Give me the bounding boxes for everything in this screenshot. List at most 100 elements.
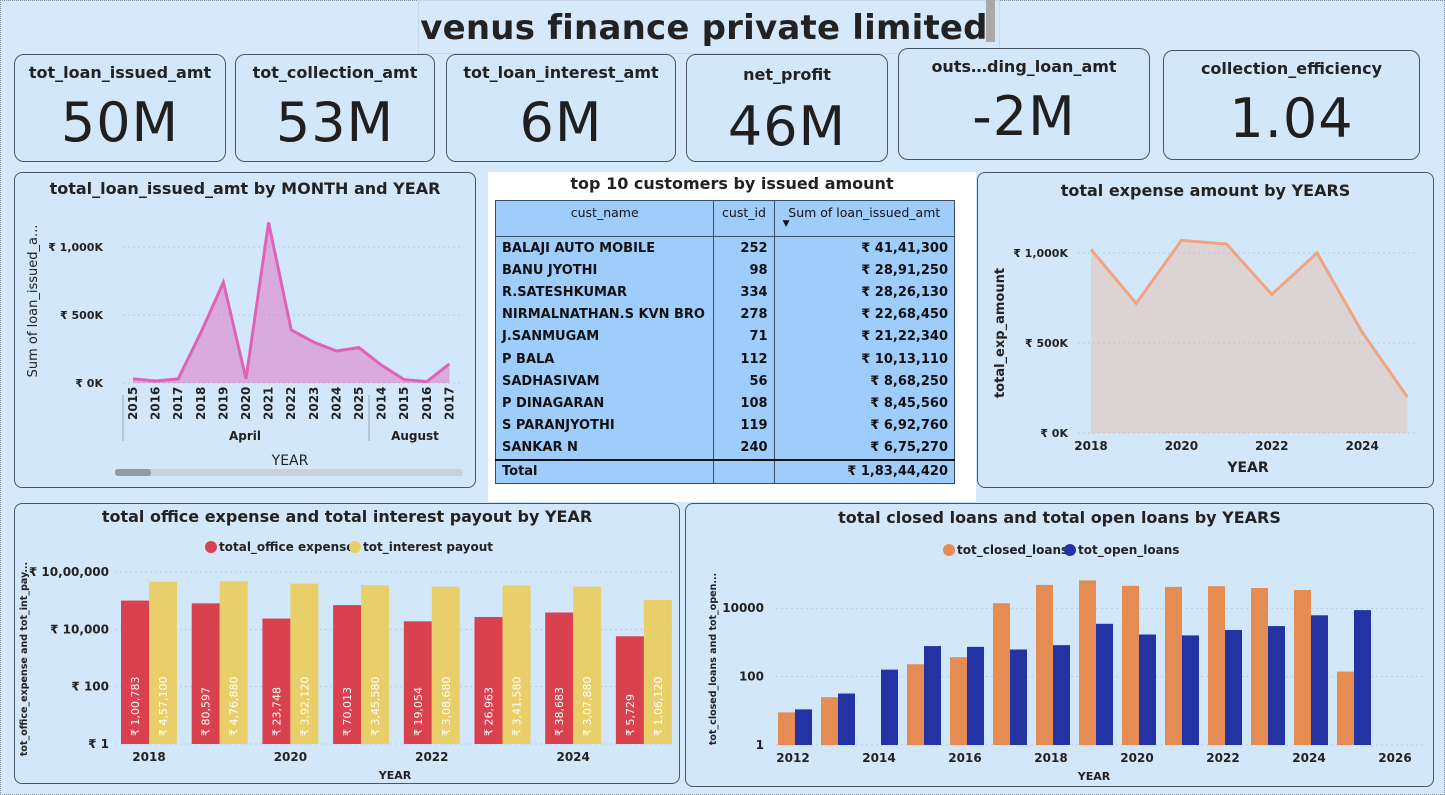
- cell-cust-id: 71: [713, 325, 775, 348]
- table-row[interactable]: S PARANJYOTHI 119 ₹ 6,92,760: [494, 414, 956, 437]
- sort-desc-icon[interactable]: ▼: [782, 219, 790, 229]
- y-axis-label: total_exp_amount: [993, 268, 1008, 398]
- chart-title: total_loan_issued_amt by MONTH and YEAR: [49, 179, 441, 198]
- kpi-card-net-profit[interactable]: net_profit 46M: [686, 54, 888, 162]
- month-group-label: August: [391, 429, 439, 443]
- cell-cust-name: SADHASIVAM: [494, 370, 715, 393]
- x-tick-label: 2024: [1345, 439, 1378, 453]
- x-tick-label: 2020: [274, 750, 307, 764]
- cell-cust-name: NIRMALNATHAN.S KVN BRO: [494, 303, 715, 326]
- kpi-value: 50M: [60, 91, 180, 154]
- bar: [1268, 626, 1285, 745]
- y-tick-label: 100: [739, 670, 764, 684]
- kpi-label: tot_collection_amt: [252, 63, 418, 82]
- y-axis-label: tot_office_expense and tot_int_pay...: [19, 562, 30, 756]
- bar-data-label: ₹ 1,00,783: [129, 677, 142, 736]
- x-tick-label: 2017: [171, 387, 185, 420]
- total-label: Total: [494, 458, 715, 484]
- x-tick-label: 2020: [239, 387, 253, 420]
- expense-chart[interactable]: total expense amount by YEARS ₹ 0K ₹ 500K…: [977, 172, 1434, 488]
- x-axis-label: YEAR: [378, 769, 412, 782]
- kpi-value: 6M: [519, 91, 603, 154]
- x-tick-label: 2016: [149, 387, 163, 420]
- bar-data-label: ₹ 1,06,120: [652, 677, 665, 736]
- cell-cust-id: 108: [713, 392, 775, 415]
- office-interest-chart[interactable]: total office expense and total interest …: [14, 503, 680, 784]
- bar: [502, 585, 531, 744]
- table-row[interactable]: NIRMALNATHAN.S KVN BRO 278 ₹ 22,68,450: [494, 303, 956, 326]
- area-fill: [133, 222, 450, 383]
- x-tick-label: 2014: [862, 751, 895, 765]
- loan-issued-chart[interactable]: total_loan_issued_amt by MONTH and YEAR …: [14, 172, 476, 488]
- table-row[interactable]: P DINAGARAN 108 ₹ 8,45,560: [494, 392, 956, 415]
- kpi-card-interest[interactable]: tot_loan_interest_amt 6M: [446, 54, 676, 162]
- table-row[interactable]: SADHASIVAM 56 ₹ 8,68,250: [494, 370, 956, 393]
- top-customers-table-visual[interactable]: top 10 customers by issued amount cust_n…: [488, 172, 976, 502]
- y-tick-label: ₹ 1,000K: [1013, 247, 1068, 260]
- x-tick-label: 2020: [1120, 751, 1153, 765]
- bar: [1079, 580, 1096, 745]
- table-row[interactable]: BANU JYOTHI 98 ₹ 28,91,250: [494, 259, 956, 282]
- bar: [573, 586, 602, 744]
- total-empty: [713, 458, 775, 484]
- y-tick-label: ₹ 10,00,000: [29, 565, 109, 579]
- loans-chart[interactable]: total closed loans and total open loans …: [685, 503, 1434, 787]
- cell-issued-amt: ₹ 8,68,250: [773, 370, 956, 393]
- bar: [1294, 590, 1311, 745]
- kpi-value: -2M: [972, 85, 1076, 148]
- series-line: [1089, 238, 1409, 398]
- x-tick-label: 2026: [1378, 751, 1411, 765]
- bar: [907, 664, 924, 745]
- kpi-label: net_profit: [743, 65, 831, 84]
- y-tick-label: 10000: [722, 601, 764, 615]
- col-header-cust-name[interactable]: cust_name: [494, 200, 715, 237]
- bar: [778, 712, 795, 745]
- col-header-label: Sum of loan_issued_amt: [788, 205, 941, 220]
- kpi-card-collection[interactable]: tot_collection_amt 53M: [235, 54, 435, 162]
- kpi-card-loan-issued[interactable]: tot_loan_issued_amt 50M: [14, 54, 226, 162]
- kpi-value: 53M: [275, 91, 395, 154]
- cell-issued-amt: ₹ 8,45,560: [773, 392, 956, 415]
- bar: [881, 669, 898, 745]
- x-tick-label: 2022: [1255, 439, 1288, 453]
- x-tick-label: 2018: [194, 387, 208, 420]
- bar: [1053, 645, 1070, 745]
- cell-issued-amt: ₹ 10,13,110: [773, 347, 956, 371]
- x-tick-label: 2019: [216, 387, 230, 420]
- cell-issued-amt: ₹ 6,92,760: [773, 414, 956, 437]
- table-row[interactable]: P BALA 112 ₹ 10,13,110: [494, 347, 956, 371]
- table-row[interactable]: J.SANMUGAM 71 ₹ 21,22,340: [494, 325, 956, 348]
- cell-cust-id: 119: [713, 414, 775, 437]
- x-tick-label: 2021: [262, 387, 276, 420]
- cell-cust-id: 334: [713, 281, 775, 304]
- bar: [821, 697, 838, 745]
- chart-title: total office expense and total interest …: [101, 507, 593, 526]
- kpi-value: 1.04: [1229, 87, 1354, 150]
- cell-issued-amt: ₹ 41,41,300: [773, 236, 956, 260]
- loan-issued-svg: ₹ 0K ₹ 500K ₹ 1,000K 2015 2016 2017 2018 2019 20…: [26, 222, 463, 476]
- kpi-label: tot_loan_issued_amt: [28, 63, 212, 82]
- bar: [1096, 623, 1113, 745]
- x-tick-label: 2018: [1034, 751, 1067, 765]
- bar: [121, 600, 149, 744]
- table-row[interactable]: BALAJI AUTO MOBILE 252 ₹ 41,41,300: [494, 236, 956, 260]
- table-row[interactable]: SANKAR N 240 ₹ 6,75,270: [494, 436, 956, 460]
- kpi-card-outstanding[interactable]: outs…ding_loan_amt -2M: [898, 48, 1150, 160]
- bar: [361, 585, 390, 744]
- series-line: [132, 222, 451, 384]
- bar: [219, 581, 248, 744]
- kpi-card-collection-efficiency[interactable]: collection_efficiency 1.04: [1163, 50, 1420, 160]
- bar: [1122, 585, 1139, 745]
- bar: [1036, 584, 1053, 745]
- x-tick-label: 2017: [442, 387, 456, 420]
- col-header-cust-id[interactable]: cust_id: [713, 200, 775, 237]
- kpi-value: 46M: [727, 95, 847, 158]
- title-scrollbar[interactable]: [986, 0, 995, 42]
- table-row[interactable]: R.SATESHKUMAR 334 ₹ 28,26,130: [494, 281, 956, 304]
- bar: [1182, 635, 1199, 745]
- col-header-sum-issued[interactable]: Sum of loan_issued_amt ▼: [773, 200, 956, 237]
- cell-cust-name: BANU JYOTHI: [494, 259, 715, 282]
- bar-data-label: ₹ 3,41,580: [511, 677, 524, 736]
- x-tick-label: 2022: [415, 750, 448, 764]
- bar: [615, 636, 644, 744]
